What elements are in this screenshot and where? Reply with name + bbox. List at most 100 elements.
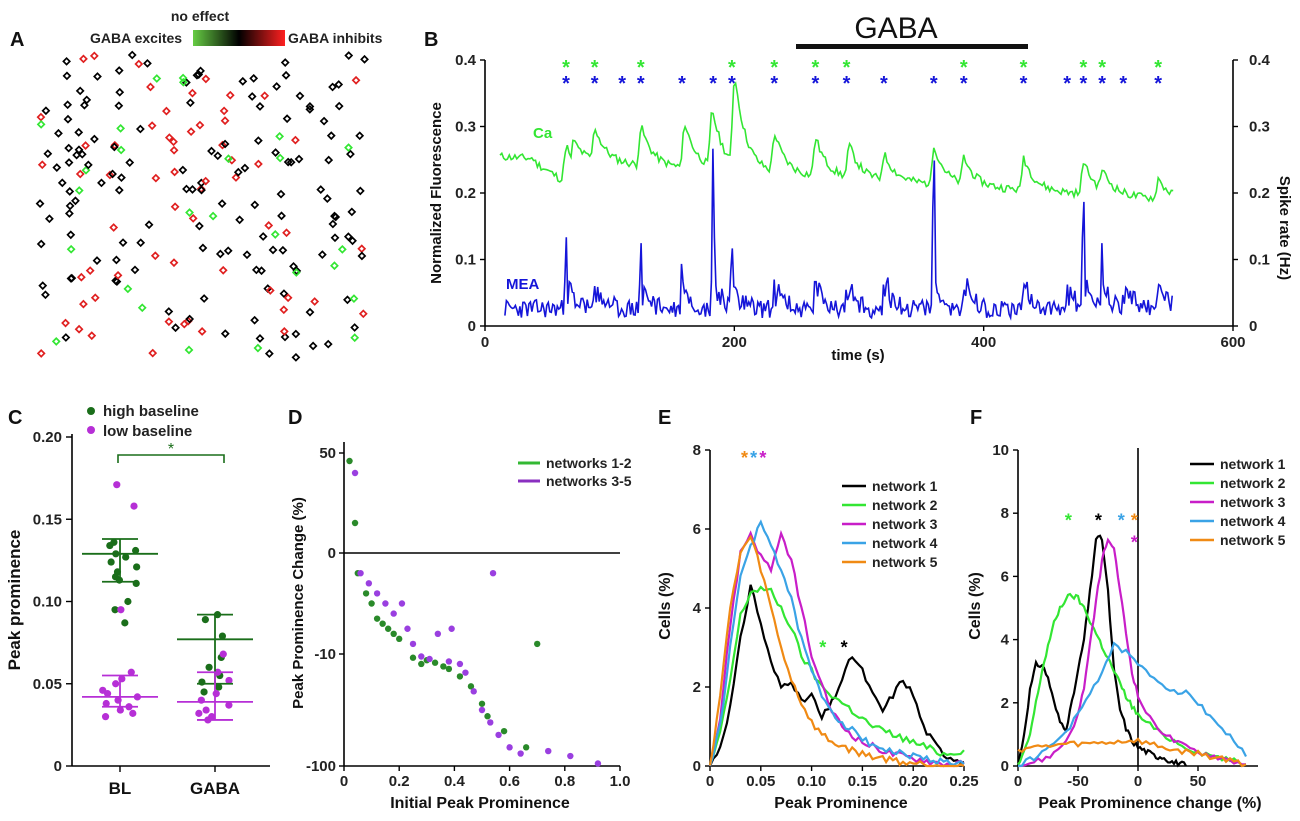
- cell-marker: [41, 106, 51, 116]
- c-point-low-bl: [113, 481, 121, 489]
- cell-marker: [357, 244, 367, 254]
- e-significance-star: *: [841, 638, 848, 658]
- cell-marker: [258, 232, 268, 241]
- cell-marker: [260, 91, 270, 101]
- cell-marker: [111, 255, 121, 265]
- cell-marker: [357, 251, 367, 261]
- cell-marker: [75, 169, 85, 179]
- cell-marker: [355, 186, 365, 196]
- b-y-tick-label-left: 0.1: [455, 252, 476, 269]
- e-curve-network-3: [708, 529, 965, 768]
- cell-marker: [80, 100, 89, 110]
- f-y-tick-label: 10: [992, 442, 1009, 459]
- e-y-label: Cells (%): [657, 572, 674, 640]
- d-y-tick-label: -10: [314, 646, 336, 663]
- cell-marker: [227, 155, 237, 165]
- cell-marker: [217, 199, 227, 209]
- c-y-tick-label: 0: [54, 758, 62, 775]
- d-point-networks-1-2: [379, 620, 386, 627]
- e-y-tick-label: 2: [693, 679, 701, 696]
- cell-marker: [45, 214, 54, 224]
- c-point-low-gaba: [219, 650, 227, 658]
- cell-marker: [331, 212, 341, 222]
- cell-marker: [67, 273, 77, 283]
- cell-marker: [283, 157, 293, 167]
- mea-event-star: *: [678, 73, 686, 95]
- e-curve-network-1: [708, 584, 965, 767]
- cell-marker: [305, 105, 315, 114]
- e-x-tick-label: 0.25: [949, 773, 978, 790]
- f-x-tick-label: -50: [1067, 773, 1089, 790]
- cell-marker: [81, 165, 91, 175]
- d-point-networks-1-2: [396, 635, 403, 643]
- c-point-high-bl: [133, 563, 141, 571]
- cell-marker: [277, 211, 286, 221]
- d-point-networks-3-5: [404, 625, 411, 632]
- cell-marker: [130, 265, 140, 275]
- cell-marker: [253, 343, 263, 353]
- cell-marker: [334, 80, 344, 89]
- cell-marker: [328, 219, 338, 229]
- cell-marker: [276, 189, 286, 199]
- cell-marker: [151, 173, 161, 183]
- d-point-networks-1-2: [467, 683, 475, 690]
- c-point-high-bl: [124, 597, 132, 606]
- mea-trace: [504, 148, 1173, 321]
- cell-marker: [90, 293, 100, 303]
- cell-marker: [90, 134, 99, 144]
- e-x-label: Peak Prominence: [774, 795, 908, 812]
- e-significance-star: *: [759, 448, 766, 468]
- d-point-networks-3-5: [351, 469, 359, 477]
- cell-marker: [111, 276, 121, 286]
- cell-marker: [255, 102, 265, 111]
- cell-marker: [74, 127, 84, 137]
- e-significance-star: *: [741, 448, 748, 468]
- f-legend-text: network 3: [1220, 494, 1286, 510]
- c-point-low-bl: [102, 699, 110, 708]
- mea-event-star: *: [637, 73, 645, 95]
- cell-marker: [282, 114, 292, 124]
- cell-marker: [54, 128, 63, 138]
- cell-marker: [65, 187, 75, 196]
- c-point-high-gaba: [200, 688, 208, 696]
- cell-marker: [148, 348, 158, 358]
- cell-marker: [188, 213, 198, 223]
- d-point-networks-3-5: [470, 688, 477, 695]
- cell-marker: [319, 116, 329, 126]
- cell-marker: [215, 249, 225, 259]
- cell-marker: [255, 334, 265, 343]
- d-point-networks-1-2: [431, 659, 439, 666]
- cell-marker: [188, 185, 197, 194]
- cell-marker: [51, 337, 61, 346]
- d-point-networks-1-2: [478, 700, 486, 707]
- cell-marker: [74, 145, 84, 155]
- d-point-networks-1-2: [384, 625, 392, 632]
- cell-marker: [97, 178, 106, 188]
- cell-marker: [36, 112, 46, 122]
- f-significance-star: *: [1065, 510, 1072, 530]
- legend-high-text: high baseline: [103, 403, 199, 420]
- cell-marker: [114, 101, 124, 111]
- cell-marker: [349, 294, 359, 304]
- f-x-tick-label: 0: [1134, 773, 1142, 790]
- b-y-label-left: Normalized Fluorescence: [428, 102, 445, 284]
- cell-marker: [219, 106, 229, 116]
- d-x-tick-label: 1.0: [610, 773, 631, 790]
- f-significance-star: *: [1118, 510, 1125, 530]
- cell-marker: [233, 167, 243, 177]
- mea-event-star: *: [960, 73, 968, 95]
- cell-marker: [253, 159, 263, 169]
- d-y-label: Peak Prominence Change (%): [290, 497, 307, 709]
- cell-marker: [265, 286, 275, 295]
- f-y-tick-label: 6: [1001, 568, 1009, 585]
- cell-marker: [343, 295, 352, 305]
- d-point-networks-3-5: [426, 655, 433, 663]
- cell-marker: [194, 221, 204, 231]
- cell-marker: [135, 124, 145, 134]
- cell-marker: [116, 123, 126, 133]
- cell-marker: [334, 101, 344, 111]
- cell-marker: [74, 186, 84, 195]
- d-point-networks-3-5: [517, 750, 524, 757]
